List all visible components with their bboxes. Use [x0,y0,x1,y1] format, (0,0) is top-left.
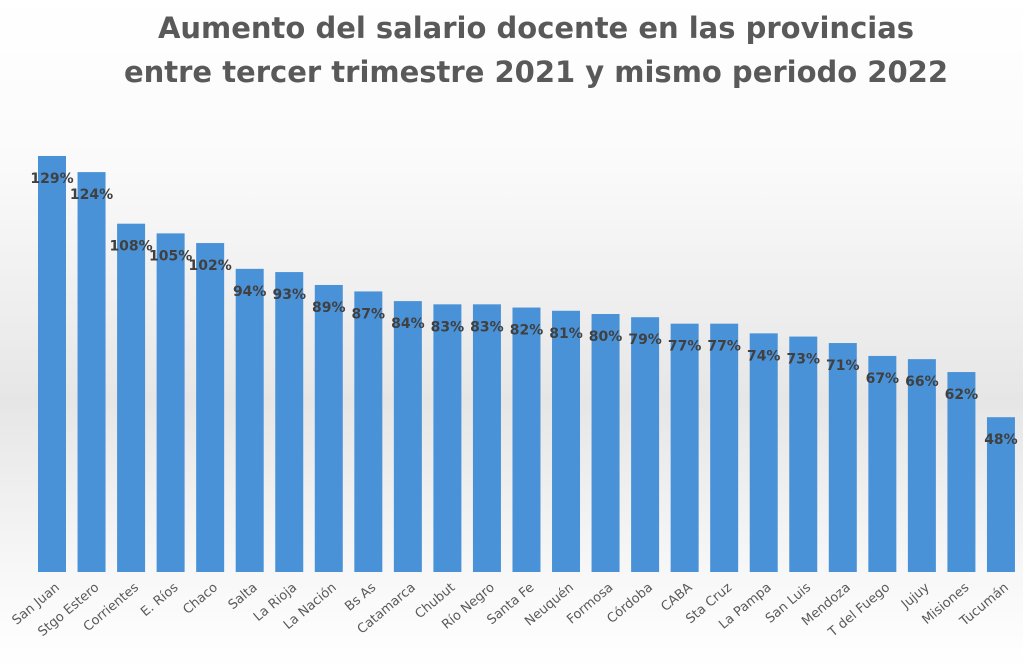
value-label: 77% [668,339,702,355]
value-label: 102% [189,258,232,274]
bar [393,301,422,572]
bar [156,233,185,572]
bar [710,323,739,572]
value-label: 105% [149,248,192,264]
bar [235,268,264,572]
value-label: 48% [984,432,1018,448]
bar [552,310,581,572]
value-label: 62% [945,387,979,403]
value-label: 67% [866,371,900,387]
bar [631,317,660,572]
bar [354,291,383,572]
bar [196,243,225,573]
bar [828,343,857,572]
value-label: 82% [510,323,544,339]
value-label: 80% [589,329,623,345]
bar [314,284,343,572]
value-label: 129% [30,171,73,187]
value-label: 83% [470,319,504,335]
bar [117,223,146,572]
bar [789,336,818,572]
value-label: 84% [391,316,425,332]
value-label: 94% [233,284,267,300]
bar [433,304,462,572]
bar [591,314,620,572]
value-label: 124% [70,187,113,203]
value-label: 71% [826,358,860,374]
value-label: 89% [312,300,346,316]
chart-title: entre tercer trimestre 2021 y mismo peri… [124,55,948,89]
bar [868,355,897,572]
bar [472,304,501,572]
value-label: 81% [549,326,583,342]
value-label: 83% [431,319,465,335]
value-label: 74% [747,348,781,364]
bar [512,307,541,572]
chart-title: Aumento del salario docente en las provi… [158,11,914,45]
value-label: 93% [272,287,306,303]
bar [275,272,304,572]
bar [670,323,699,572]
bar [749,333,778,572]
value-label: 66% [905,374,939,390]
bar [986,417,1015,572]
value-label: 108% [109,239,152,255]
bar [77,172,106,572]
value-label: 79% [628,332,662,348]
value-label: 73% [787,352,821,368]
bar [38,155,66,572]
value-label: 87% [352,306,386,322]
bar [907,359,936,572]
bar [947,372,976,572]
value-label: 77% [707,339,741,355]
